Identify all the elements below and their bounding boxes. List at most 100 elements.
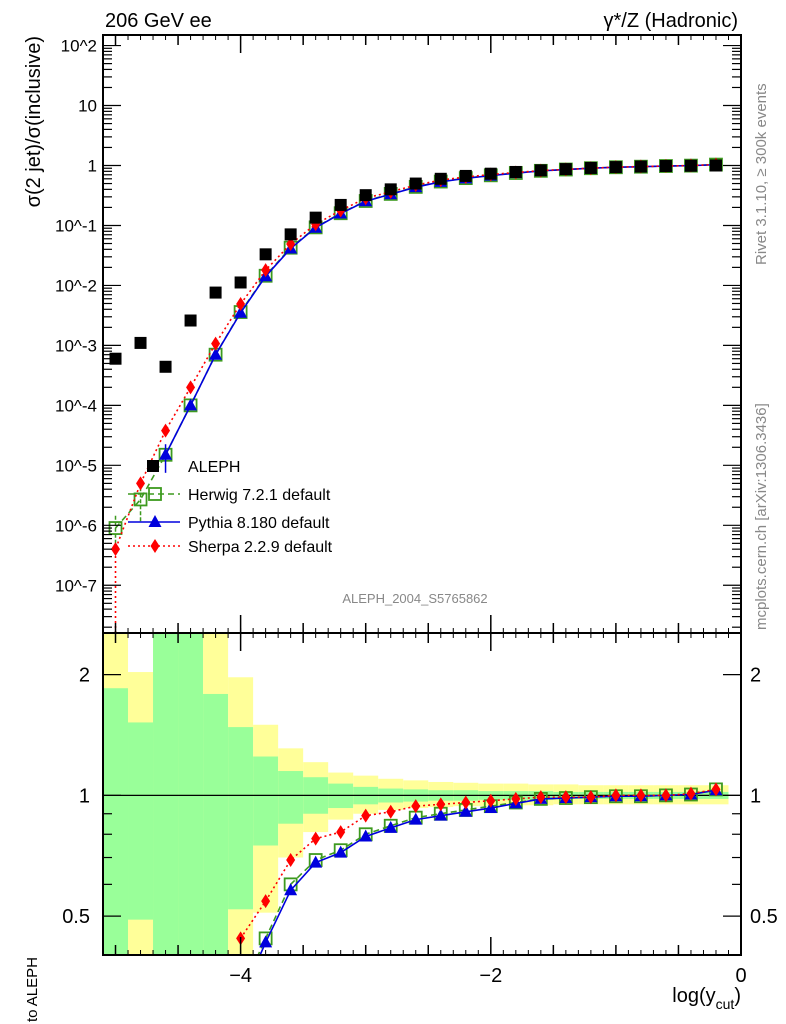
sherpa-ratio-point <box>536 790 546 805</box>
pythia-ratio-point <box>459 804 473 817</box>
y-tick-label: 10 <box>78 97 97 116</box>
ratio-y-tick-label-right: 0.5 <box>750 906 778 928</box>
sherpa-line <box>114 163 717 633</box>
pythia-point <box>234 305 248 318</box>
aleph-point <box>434 172 447 185</box>
ratio-bands <box>103 633 741 955</box>
y-tick-label: 10^-1 <box>55 216 97 235</box>
stat-uncertainty-band <box>228 727 254 910</box>
aleph-point <box>534 164 547 177</box>
pythia-line <box>164 163 717 456</box>
y-tick-label: 10^-4 <box>55 396 97 415</box>
energy-title: 206 GeV ee <box>105 10 212 32</box>
sherpa-point <box>161 423 171 438</box>
y-tick-label: 1 <box>88 156 97 175</box>
aleph-point <box>359 189 372 202</box>
pythia-ratio-point <box>434 808 448 821</box>
y-tick-label: 10^-6 <box>55 516 97 535</box>
aleph-point <box>159 360 172 373</box>
pythia-point <box>184 398 198 411</box>
sherpa-ratio-point <box>661 788 671 803</box>
aleph-point <box>184 314 197 327</box>
aleph-point <box>409 177 422 190</box>
y-tick-labels: 10^2 10 1 10^-1 10^-2 10^-3 10^-4 10^-5 … <box>55 37 97 596</box>
ratio-y-tick-label-right: 2 <box>750 665 761 687</box>
legend-item-sherpa: Sherpa 2.2.9 default <box>128 539 333 556</box>
analysis-id-label: ALEPH_2004_S5765862 <box>342 591 487 606</box>
aleph-point <box>584 161 597 174</box>
y-tick-label: 10^-3 <box>55 336 97 355</box>
x-tick-label: −2 <box>479 965 502 987</box>
aleph-point <box>134 336 147 349</box>
sherpa-ratio-point <box>261 894 271 909</box>
pythia-ratio-point <box>409 812 423 825</box>
ratio-y-tick-label-right: 1 <box>750 785 761 807</box>
sherpa-ratio-point <box>686 786 696 801</box>
aleph-point <box>684 159 697 172</box>
sherpa-ratio-point <box>436 797 446 812</box>
legend-item-pythia: Pythia 8.180 default <box>128 515 330 532</box>
sherpa-ratio-point <box>636 788 646 803</box>
pythia-ratio-point <box>284 883 298 896</box>
legend-item-herwig: Herwig 7.2.1 default <box>128 487 331 504</box>
stat-uncertainty-band <box>178 633 204 955</box>
pythia-ratio-point <box>359 829 373 842</box>
process-title: γ*/Z (Hadronic) <box>604 10 738 32</box>
legend-label: Herwig 7.2.1 default <box>188 487 331 504</box>
y-tick-label: 10^-7 <box>55 576 97 595</box>
stat-uncertainty-band <box>278 771 304 824</box>
aleph-point <box>109 352 122 365</box>
main-panel-marks <box>108 157 723 633</box>
legend-marker <box>150 539 160 553</box>
pythia-ratio-line <box>259 789 717 955</box>
sherpa-ratio-line <box>239 788 717 939</box>
x-tick-label: 0 <box>735 965 746 987</box>
aleph-point <box>484 167 497 180</box>
rivet-version-label: Rivet 3.1.10, ≥ 300k events <box>753 83 770 265</box>
ratio-frame <box>102 632 742 956</box>
legend-label: Pythia 8.180 default <box>188 515 330 532</box>
sherpa-point <box>286 237 296 252</box>
legend-label: Sherpa 2.2.9 default <box>188 539 333 556</box>
stat-uncertainty-band <box>253 756 279 846</box>
aleph-point <box>334 198 347 211</box>
sherpa-ratio-point <box>311 831 321 846</box>
y-tick-label: 10^2 <box>61 37 97 56</box>
sherpa-ratio-point <box>386 804 396 819</box>
ratio-y-tick-label-left: 2 <box>79 665 90 687</box>
herwig-ratio-point <box>235 988 247 1000</box>
aleph-point <box>709 159 722 172</box>
sherpa-ratio-point <box>336 825 346 840</box>
y-axis-label: σ(2 jet)/σ(inclusive) <box>23 36 45 207</box>
stat-uncertainty-band <box>128 722 154 920</box>
aleph-point <box>509 165 522 178</box>
pythia-ratio-point <box>334 845 348 858</box>
sherpa-ratio-point <box>711 782 721 797</box>
legend-marker <box>148 515 162 527</box>
sherpa-ratio-point <box>486 793 496 808</box>
sherpa-ratio-point <box>611 788 621 803</box>
ratio-y-tick-label-left: 1 <box>79 785 90 807</box>
aleph-point <box>459 169 472 182</box>
pythia-ratio-point <box>234 992 247 1004</box>
legend-marker <box>148 487 162 501</box>
aleph-point <box>259 248 272 261</box>
sherpa-point <box>236 297 246 312</box>
sherpa-ratio-point <box>511 791 521 806</box>
stat-uncertainty-band <box>153 633 179 955</box>
aleph-point <box>234 276 247 289</box>
aleph-point <box>634 160 647 173</box>
aleph-point <box>209 286 222 299</box>
legend-label: ALEPH <box>188 459 240 476</box>
pythia-point <box>159 447 173 460</box>
stat-uncertainty-band <box>103 688 129 955</box>
axes: −4 −2 0 2 2 1 1 0.5 0.5 <box>62 34 778 987</box>
ratio-y-axis-label: Ratio to ALEPH <box>24 957 41 1024</box>
y-tick-label: 10^-5 <box>55 456 97 475</box>
sherpa-ratio-point <box>461 795 471 810</box>
sherpa-ratio-point <box>561 790 571 805</box>
sherpa-point <box>136 476 146 491</box>
aleph-point <box>659 160 672 173</box>
ratio-y-tick-label-left: 0.5 <box>62 906 90 928</box>
aleph-point <box>609 161 622 174</box>
